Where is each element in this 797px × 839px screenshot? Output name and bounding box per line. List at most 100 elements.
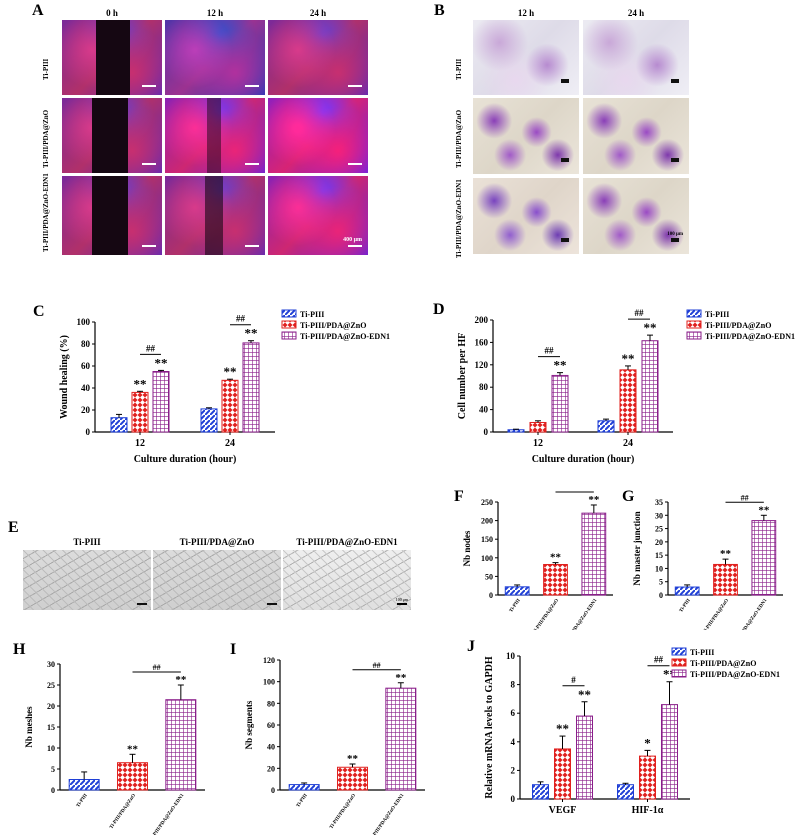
- chart-d-legend-label: Ti-PIII/PDA@ZnO-EDN1: [705, 332, 795, 341]
- chart-c-y-tick-label: 40: [81, 383, 91, 393]
- panel-a-scale-text: 400 μm: [343, 237, 362, 243]
- chart-g-x-tick-label: Ti-PIII/PDA@ZnO-EDN1: [732, 598, 769, 630]
- chart-d-legend-swatch: [686, 331, 702, 340]
- chart-h-x-tick-label: Ti-PIII/PDA@ZnO: [109, 793, 137, 830]
- chart-f-sig-star: **: [550, 552, 562, 564]
- chart-g-x-tick-label: Ti-PIII/PDA@ZnO: [702, 598, 730, 630]
- chart-c-sig-star: **: [155, 355, 168, 370]
- chart-j-y-tick-label: 10: [506, 651, 516, 661]
- chart-j-y-tick-label: 0: [511, 794, 516, 804]
- chart-h-bar: [68, 779, 100, 791]
- chart-c-x-label: Culture duration (hour): [134, 454, 237, 465]
- chart-d-y-label: Cell number per HF: [457, 333, 468, 420]
- panel-e-image-3: 100 μm: [283, 550, 411, 610]
- chart-g-bar: [713, 563, 738, 596]
- chart-i-x-tick-label: Ti-PIII/PDA@ZnO: [329, 793, 357, 830]
- chart-j-x-tick-label: HIF-1α: [632, 805, 664, 816]
- chart-i-bar: [385, 687, 417, 791]
- chart-j-bar: [639, 755, 656, 800]
- chart-h-y-tick-label: 15: [47, 723, 55, 732]
- panel-e-col-2: Ti-PIII/PDA@ZnO: [179, 537, 255, 547]
- chart-d-sig-star: **: [554, 358, 567, 373]
- panel-b-row-tipiii: Ti-PIII: [455, 58, 463, 80]
- chart-g-bar: [674, 586, 700, 596]
- chart-i-y-tick-label: 100: [263, 678, 275, 687]
- panel-a-image-r2c3: [268, 98, 368, 173]
- chart-j-bar: [554, 748, 571, 800]
- chart-d-x-tick-label: 24: [623, 438, 633, 449]
- panel-b-image-r2c2: [583, 98, 689, 174]
- chart-j-sig-star: *: [644, 735, 651, 750]
- panel-b-image-r1c2: [583, 20, 689, 95]
- chart-c-sig-hash: ##: [236, 314, 246, 324]
- chart-h-y-tick-label: 0: [51, 786, 55, 795]
- chart-c-bar: [131, 391, 149, 433]
- chart-g-sig-star: **: [720, 548, 732, 560]
- panel-a-row-zno: Ti-PIII/PDA@ZnO: [42, 109, 50, 168]
- chart-c-y-label: Wound healing (%): [59, 335, 70, 419]
- chart-j-mrna-levels: 0 2 4 6 8 10 Relative mRNA levels to GAPDH VEGF…: [484, 647, 780, 816]
- panel-b-row-edn1: Ti-PIII/PDA@ZnO-EDN1: [455, 179, 463, 258]
- chart-f-x-tick-label: Ti-PIII/PDA@ZnO-EDN1: [562, 598, 599, 630]
- panel-e-col-3: Ti-PIII/PDA@ZnO-EDN1: [296, 537, 398, 547]
- chart-f-bar: [504, 586, 530, 596]
- chart-c-y-tick-label: 100: [77, 317, 91, 327]
- chart-d-y-tick-label: 80: [479, 382, 489, 392]
- chart-j-bar: [576, 715, 593, 800]
- panel-e-scale-text: 100 μm: [395, 597, 408, 602]
- chart-c-legend-swatch: [281, 320, 297, 329]
- chart-h-y-label: Nb meshes: [24, 706, 34, 748]
- chart-h-bar: [117, 762, 148, 791]
- chart-c-x-tick-label: 24: [225, 438, 235, 449]
- chart-g-y-tick-label: 15: [655, 551, 663, 560]
- chart-i-sig-star: **: [395, 672, 407, 684]
- chart-c-legend-label: Ti-PIII: [300, 310, 324, 319]
- chart-d-legend-swatch: [686, 320, 702, 329]
- chart-g-sig-hash: ##: [741, 493, 749, 502]
- panel-b-row-zno: Ti-PIII/PDA@ZnO: [455, 109, 463, 168]
- chart-f-sig-hash: ##: [571, 490, 579, 492]
- panel-a-image-r1c2: [165, 20, 265, 95]
- chart-f-sig-star: **: [588, 494, 600, 506]
- chart-d-bar: [507, 429, 525, 433]
- chart-i-nb-segments: 0 20 40 60 80 100 120 Nb segments Ti-PIII Ti-PIII…: [244, 656, 425, 835]
- panel-label-h: H: [13, 641, 26, 658]
- chart-i-x-tick-label: Ti-PIII: [296, 793, 309, 808]
- chart-g-x-tick-label: Ti-PIII: [679, 598, 692, 613]
- chart-f-x-tick-label: Ti-PIII: [509, 598, 522, 613]
- chart-j-bar: [661, 704, 678, 800]
- chart-g-y-tick-label: 25: [655, 525, 663, 534]
- chart-j-legend-label: Ti-PIII: [690, 648, 714, 657]
- chart-j-legend-swatch: [671, 647, 687, 656]
- chart-d-x-label: Culture duration (hour): [532, 454, 635, 465]
- chart-d-sig-hash: ##: [635, 308, 645, 318]
- chart-h-sig-star: **: [175, 674, 187, 686]
- chart-d-sig-star: **: [622, 351, 635, 366]
- chart-c-y-tick-label: 80: [81, 339, 91, 349]
- chart-f-y-label: Nb nodes: [462, 530, 472, 566]
- chart-c-y-tick-label: 0: [86, 427, 91, 437]
- chart-h-sig-star: **: [127, 743, 139, 755]
- chart-c-legend-swatch: [281, 331, 297, 340]
- chart-h-x-tick-label: Ti-PIII/PDA@ZnO-EDN1: [149, 793, 186, 835]
- chart-j-bar: [532, 784, 549, 800]
- panel-b-scale-text: 100 μm: [667, 232, 683, 237]
- chart-c-bar: [200, 408, 218, 433]
- chart-d-y-tick-label: 200: [475, 315, 489, 325]
- panel-a-image-r2c1: [62, 98, 162, 173]
- chart-c-bar: [110, 417, 128, 433]
- chart-d-sig-star: **: [644, 320, 657, 335]
- chart-c-y-tick-label: 60: [81, 361, 91, 371]
- chart-j-sig-hash: ##: [654, 655, 664, 665]
- chart-d-y-tick-label: 160: [475, 337, 489, 347]
- chart-h-bar: [165, 699, 197, 791]
- panel-a-image-r1c3: [268, 20, 368, 95]
- panel-a-col-12h: 12 h: [206, 8, 224, 18]
- chart-j-legend-label: Ti-PIII/PDA@ZnO-EDN1: [690, 670, 780, 679]
- chart-c-sig-star: **: [245, 326, 258, 341]
- chart-c-legend-label: Ti-PIII/PDA@ZnO-EDN1: [300, 332, 390, 341]
- chart-d-cell-number: 0 40 80 120 160 200 Cell number per HF 12 24 ** **…: [457, 308, 795, 465]
- chart-h-y-tick-label: 5: [51, 765, 55, 774]
- chart-f-nb-nodes: 0 50 100 150 200 250 Nb nodes Ti-PIII Ti-PIII/PD…: [462, 490, 613, 630]
- chart-j-sig-hash: #: [571, 675, 576, 685]
